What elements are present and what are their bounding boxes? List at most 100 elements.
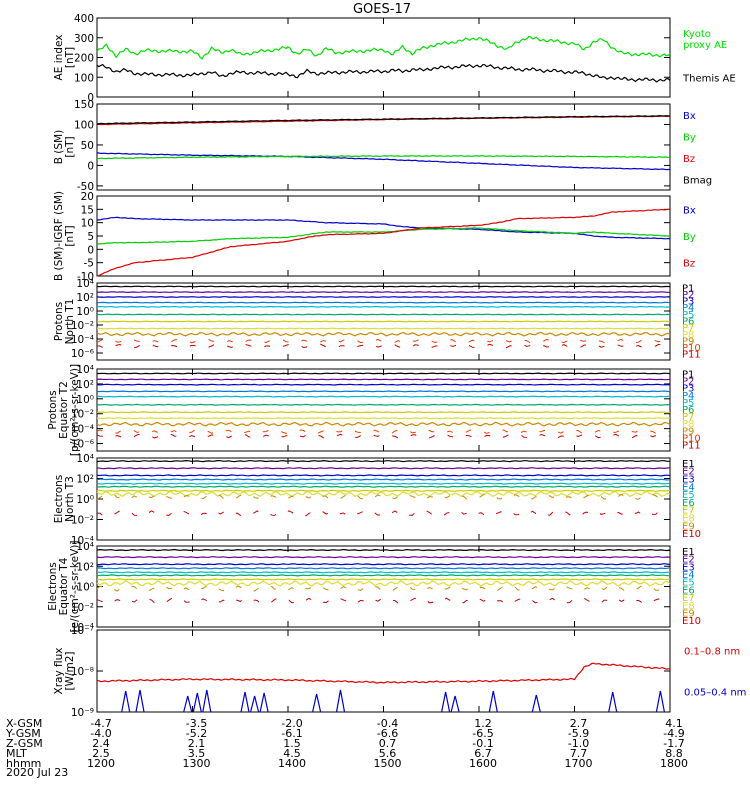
legend-entry: P9	[682, 426, 694, 437]
ephemeris-value: -5.2	[186, 727, 207, 740]
legend-entry: P5	[682, 398, 694, 409]
channel-line	[97, 510, 671, 517]
channel-line	[96, 493, 671, 500]
y-tick-label: 5	[87, 231, 94, 243]
channel-line	[96, 403, 671, 406]
channel-line	[96, 556, 671, 559]
legend-entry: P2	[682, 377, 694, 388]
channel-line	[96, 467, 671, 470]
ephemeris-value: 2.1	[188, 737, 206, 750]
legend-entry: E5	[682, 578, 695, 589]
channel-line	[96, 597, 671, 604]
ephemeris-row-label: MLT	[6, 747, 27, 760]
channel-line	[96, 338, 670, 344]
y-axis-label: [p/(cm²-s-sr-keV)]	[69, 364, 81, 456]
channel-line	[96, 291, 670, 294]
legend-entry: P6	[682, 405, 694, 416]
ephemeris-value: 3.5	[188, 747, 206, 760]
ephemeris-value: -5.9	[568, 727, 589, 740]
legend-entry: P11	[682, 350, 701, 361]
y-tick-label: 10²	[76, 474, 94, 486]
y-axis-label: Xray flux	[53, 648, 65, 695]
y-tick-label: 10⁻²	[71, 320, 94, 332]
y-tick-label: 0	[87, 244, 94, 256]
ephemeris-value: -1.7	[663, 737, 684, 750]
y-tick-label: 10⁴	[76, 364, 94, 376]
series-line	[96, 63, 671, 83]
channel-line	[96, 313, 671, 316]
y-tick-label: 10⁻⁶	[71, 348, 94, 360]
y-tick-label: 300	[74, 33, 94, 45]
legend-entry: P5	[682, 310, 694, 321]
legend-entry: Bz	[683, 154, 695, 165]
ephemeris-value: -6.6	[377, 727, 398, 740]
y-tick-label: 10²	[76, 379, 94, 391]
legend-entry: E3	[682, 475, 695, 486]
panel-8: 10⁻⁹ 10⁻⁸ 10⁻⁷ Xray flux [W/m2] 0.1–0.8 nm 0.0…	[53, 625, 746, 719]
legend-entry: E6	[682, 498, 695, 509]
ephemeris-value: 1.5	[283, 737, 301, 750]
legend-entry: P9	[682, 336, 694, 347]
y-tick-label: 10⁻⁹	[71, 707, 94, 719]
channel-line	[96, 563, 671, 566]
channel-line	[96, 383, 671, 386]
legend-entry: E3	[682, 562, 695, 573]
legend-entry: 0.1–0.8 nm	[684, 647, 740, 658]
legend-entry: P10	[682, 433, 701, 444]
y-tick-label: -50	[77, 181, 94, 193]
channel-line	[96, 571, 671, 574]
ephemeris-value: 6.7	[474, 747, 492, 760]
y-axis-label: Equator T4	[58, 557, 70, 615]
channel-line	[96, 489, 671, 492]
legend-entry: Bz	[683, 259, 695, 270]
channel-line	[97, 395, 671, 398]
ephemeris-value: 4.5	[283, 747, 301, 760]
y-axis-label: AE index	[53, 35, 65, 81]
series-line	[96, 208, 670, 277]
ephemeris-value: -6.5	[472, 727, 493, 740]
legend-entry: P11	[682, 440, 701, 451]
channel-line	[96, 327, 671, 330]
legend-entry: E2	[682, 555, 695, 566]
y-tick-label: 10⁰	[76, 394, 94, 406]
channel-line	[96, 578, 671, 581]
ephemeris-value: 1300	[183, 757, 211, 770]
ephemeris-value: 1.2	[474, 717, 492, 730]
y-tick-label: 15	[81, 204, 94, 216]
ephemeris-value: 2.5	[92, 747, 110, 760]
y-tick-label: 10⁰	[76, 306, 94, 318]
channel-line	[96, 421, 671, 427]
y-axis-label: North T3	[64, 476, 76, 522]
y-tick-label: 10⁴	[76, 278, 94, 290]
y-tick-label: 100	[74, 119, 94, 131]
ephemeris-value: 2.7	[570, 717, 588, 730]
y-axis-label: [nT]	[64, 225, 76, 246]
y-tick-label: 10²	[76, 561, 94, 573]
legend-entry: proxy AE	[683, 40, 727, 51]
y-tick-label: 0	[87, 92, 94, 104]
ephemeris-value: -0.1	[472, 737, 493, 750]
y-axis-label: B (SM)	[53, 130, 65, 164]
legend-entry: E10	[682, 616, 701, 627]
y-tick-label: 10⁰	[76, 582, 94, 594]
y-tick-label: 20	[81, 191, 94, 203]
series-line	[96, 36, 671, 60]
panel-frame	[96, 195, 671, 277]
y-tick-label: 10⁻⁴	[71, 334, 94, 346]
legend-entry: P6	[682, 317, 694, 328]
series-line	[97, 115, 671, 125]
ephemeris-table: X-GSM -4.7 -3.5 -2.0 -0.4 1.2 2.7 4.1 Y-GSM -4.0 -…	[5, 717, 688, 770]
panel-frame	[96, 368, 671, 452]
channel-line	[96, 296, 671, 298]
date-label: 2020 Jul 23	[6, 766, 68, 779]
y-axis-label: [W/m2]	[64, 651, 76, 690]
legend-entry: P1	[682, 283, 694, 294]
y-axis-label: Protons	[53, 302, 65, 341]
legend-entry: P7	[682, 323, 694, 334]
channel-line	[96, 305, 671, 308]
panel-frame	[96, 457, 671, 541]
legend-entry: E1	[682, 459, 695, 470]
y-tick-label: 100	[74, 72, 94, 84]
legend-entry: E2	[682, 467, 695, 478]
